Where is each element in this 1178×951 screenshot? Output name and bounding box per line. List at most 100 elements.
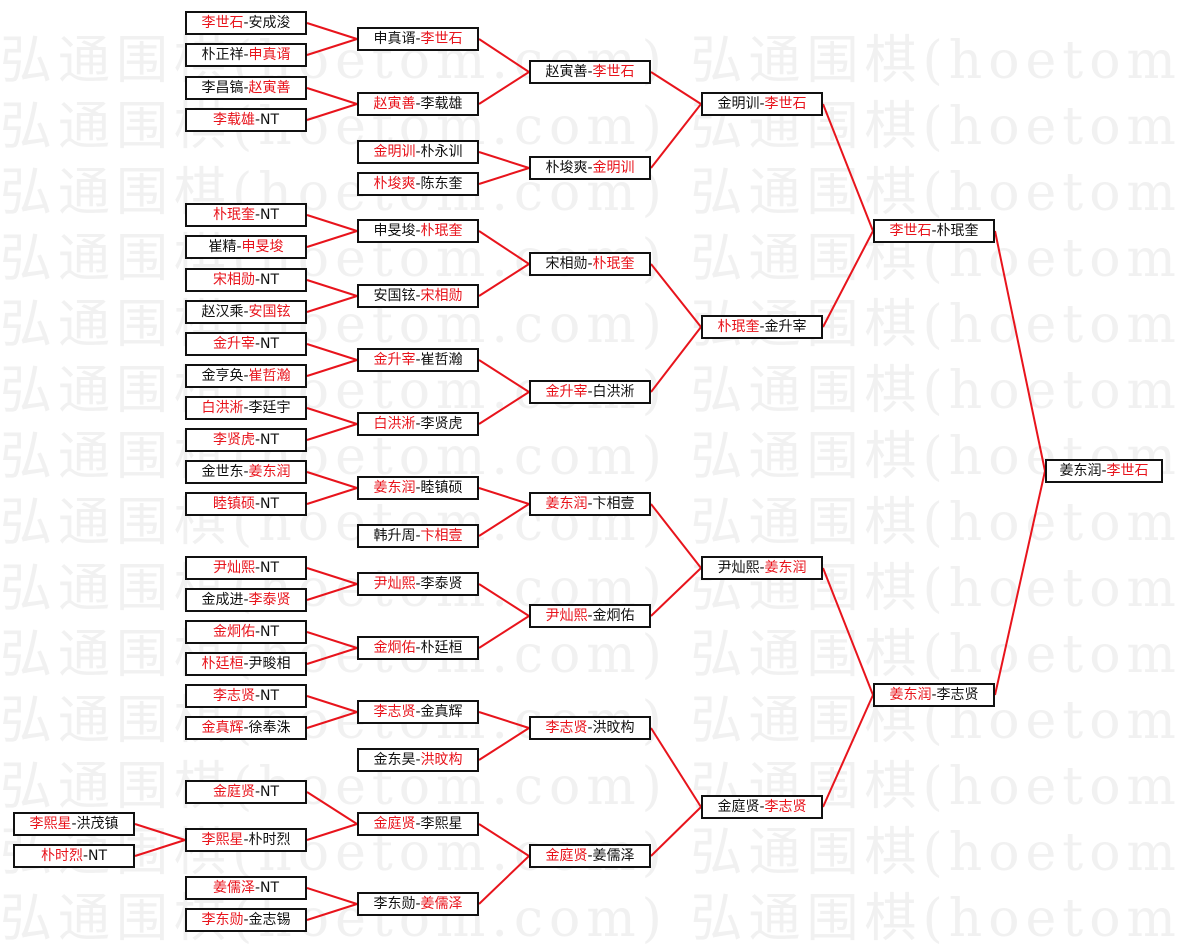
winner-name: 宋相勋: [420, 288, 463, 304]
match-box: 安国铉-宋相勋: [357, 284, 479, 308]
match-box: 金炯佑-NT: [185, 620, 307, 644]
match-box: 赵汉乘-安国铉: [185, 300, 307, 324]
player-name: 申旻埈: [373, 223, 416, 239]
winner-name: 李世石: [1106, 463, 1149, 479]
match-box: 朴埈爽-金明训: [529, 156, 651, 180]
bracket-connector: [478, 727, 530, 761]
bracket-connector: [478, 855, 530, 905]
winner-name: 姜东润: [764, 560, 807, 576]
separator: -: [931, 223, 937, 239]
winner-name: 姜东润: [545, 496, 588, 512]
match-box: 姜东润-李志贤: [873, 683, 995, 707]
player-name: 卞相壹: [592, 496, 635, 512]
separator: -: [415, 176, 421, 192]
separator: -: [243, 368, 249, 384]
separator: -: [243, 656, 249, 672]
winner-name: 宋相勋: [212, 272, 255, 288]
player-name: 洪茂镇: [76, 816, 119, 832]
separator: -: [254, 784, 261, 800]
player-name: 姜儒泽: [592, 848, 635, 864]
player-name: NT: [260, 784, 280, 800]
winner-name: 金明训: [373, 144, 416, 160]
bracket-connector: [306, 214, 358, 232]
player-name: 金真辉: [420, 704, 463, 720]
bracket-connector: [478, 167, 530, 185]
winner-name: 朴珉奎: [592, 256, 635, 272]
winner-name: 朴时烈: [40, 848, 83, 864]
winner-name: 李志贤: [764, 799, 807, 815]
match-box: 白洪淅-李贤虎: [357, 412, 479, 436]
winner-name: 姜东润: [373, 480, 416, 496]
bracket-connector: [306, 887, 358, 905]
player-name: 李昌镐: [201, 80, 244, 96]
match-box: 宋相勋-朴珉奎: [529, 252, 651, 276]
bracket-connector: [306, 647, 358, 665]
winner-name: 李东勋: [201, 912, 244, 928]
match-box: 李志贤-NT: [185, 684, 307, 708]
winner-name: 朴廷桓: [201, 656, 244, 672]
winner-name: 李世石: [420, 31, 463, 47]
player-name: 金明训: [717, 96, 760, 112]
bracket-connector: [478, 359, 530, 393]
match-box: 白洪淅-李廷宇: [185, 396, 307, 420]
separator: -: [254, 624, 261, 640]
winner-name: 朴珉奎: [420, 223, 463, 239]
player-name: 宋相勋: [545, 256, 588, 272]
match-box: 金庭贤-姜儒泽: [529, 844, 651, 868]
match-box: 李昌镐-赵寅善: [185, 76, 307, 100]
bracket-connector: [306, 230, 358, 248]
match-box: 朴廷桓-尹畯相: [185, 652, 307, 676]
separator: -: [243, 400, 249, 416]
player-name: 朴埈爽: [545, 160, 588, 176]
bracket-connector: [306, 631, 358, 649]
bracket-connector: [306, 38, 358, 56]
player-name: NT: [260, 432, 280, 448]
player-name: 赵汉乘: [201, 304, 244, 320]
match-box: 申旻埈-朴珉奎: [357, 219, 479, 243]
bracket-connector: [306, 103, 358, 121]
bracket-connector: [478, 615, 530, 649]
player-name: 崔哲瀚: [420, 352, 463, 368]
separator: -: [254, 880, 261, 896]
player-name: NT: [260, 560, 280, 576]
match-box: 宋相勋-NT: [185, 268, 307, 292]
match-box: 李东勋-金志锡: [185, 908, 307, 932]
separator: -: [243, 304, 249, 320]
winner-name: 安国铉: [248, 304, 291, 320]
separator: -: [415, 416, 421, 432]
player-name: 李廷宇: [248, 400, 291, 416]
bracket-connector: [478, 230, 530, 265]
winner-name: 李泰贤: [248, 592, 291, 608]
winner-name: 金炯佑: [212, 624, 255, 640]
player-name: 白洪淅: [592, 384, 635, 400]
match-box: 金炯佑-朴廷桓: [357, 636, 479, 660]
match-box: 尹灿熙-姜东润: [701, 556, 823, 580]
bracket-connector: [650, 727, 702, 808]
match-box: 赵寅善-李载雄: [357, 92, 479, 116]
bracket-connector: [306, 279, 358, 297]
winner-name: 金庭贤: [545, 848, 588, 864]
bracket-connector: [306, 471, 358, 489]
separator: -: [82, 848, 89, 864]
winner-name: 金升宰: [212, 336, 255, 352]
separator: -: [415, 896, 421, 912]
winner-name: 尹灿熙: [545, 608, 588, 624]
bracket-connector: [306, 567, 358, 585]
player-name: 徐奉洙: [248, 720, 291, 736]
match-box: 金庭贤-李志贤: [701, 795, 823, 819]
match-box: 金升宰-崔哲瀚: [357, 348, 479, 372]
match-box: 金庭贤-NT: [185, 780, 307, 804]
player-name: 姜东润: [1059, 463, 1102, 479]
bracket-connector: [650, 263, 702, 328]
separator: -: [254, 688, 261, 704]
match-box: 李志贤-洪旼构: [529, 716, 651, 740]
match-box: 朴珉奎-金升宰: [701, 315, 823, 339]
bracket-connector: [478, 71, 530, 105]
bracket-connector: [306, 791, 358, 825]
match-box: 金升宰-白洪淅: [529, 380, 651, 404]
bracket-connector: [306, 295, 358, 313]
separator: -: [243, 912, 249, 928]
separator: -: [415, 223, 421, 239]
player-name: NT: [260, 624, 280, 640]
